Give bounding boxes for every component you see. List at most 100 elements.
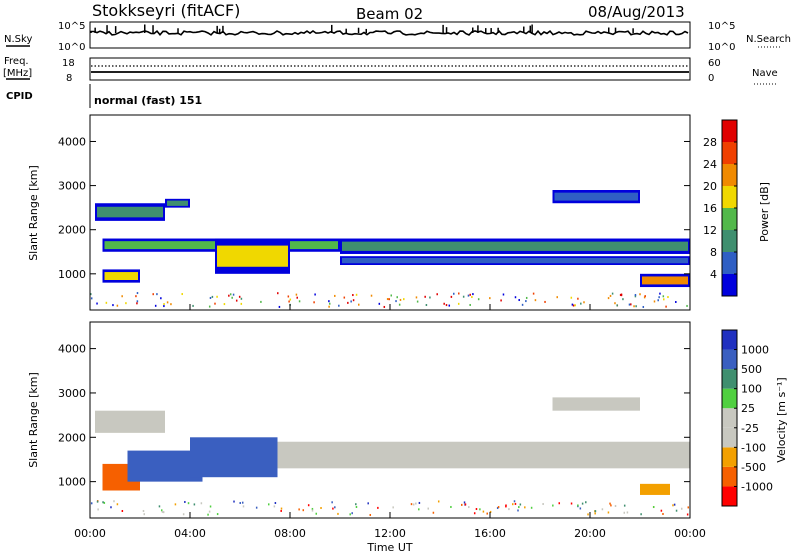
power-speck — [347, 301, 349, 304]
velocity-speck — [102, 501, 104, 504]
power-speck — [90, 293, 92, 296]
power-speck — [532, 292, 535, 295]
velocity-speck — [463, 501, 466, 504]
power-speck — [334, 294, 336, 297]
velocity-speck — [585, 501, 587, 504]
velocity-colorbar-segment — [722, 408, 737, 428]
power-colorbar-tick-label: 20 — [703, 180, 717, 193]
freq-label: Freq. — [4, 56, 29, 67]
velocity-speck — [626, 511, 629, 514]
velocity-colorbar-frame — [721, 329, 738, 507]
power-speck — [116, 304, 119, 307]
power-speck — [378, 302, 381, 305]
velocity-colorbar-tick-label: 500 — [741, 363, 762, 376]
velocity-speck — [200, 502, 203, 505]
power-speck — [611, 292, 614, 295]
nsky-strip-frame — [89, 21, 691, 49]
power-speck — [370, 294, 373, 297]
power-colorbar-segment — [722, 120, 737, 142]
velocity-speck — [162, 511, 165, 514]
power-speck — [228, 294, 230, 297]
power-speck — [350, 300, 352, 303]
velocity-speck — [96, 500, 99, 503]
velocity-speck — [298, 508, 300, 511]
power-speck — [534, 299, 537, 302]
power-speck — [471, 296, 473, 299]
velocity-y-axis-label: Slant Range [km] — [27, 372, 40, 468]
power-speck — [328, 302, 331, 305]
velocity-speck — [418, 501, 421, 504]
power-speck — [467, 294, 470, 297]
power-speck — [398, 303, 401, 306]
power-band-core-3 — [104, 272, 138, 280]
power-speck — [328, 305, 330, 308]
velocity-speck — [182, 513, 185, 516]
velocity-speck — [662, 512, 664, 515]
time-x-tick-label: 08:00 — [274, 527, 306, 540]
time-x-tick-label: 12:00 — [374, 527, 406, 540]
velocity-colorbar-tick-label: -25 — [741, 422, 759, 435]
velocity-speck — [337, 512, 339, 515]
power-colorbar: 4 8 12 16 20 24 28 — [703, 119, 738, 297]
velocity-speck — [479, 508, 481, 511]
velocity-speck — [609, 502, 611, 505]
velocity-colorbar-segment — [722, 388, 737, 409]
nsky-label: N.Sky — [4, 34, 32, 45]
velocity-speck — [216, 513, 219, 516]
power-colorbar-tick-label: 28 — [703, 136, 717, 149]
power-speck — [643, 296, 646, 299]
velocity-speck — [311, 509, 314, 512]
nsky-line — [90, 29, 689, 37]
power-speck — [121, 295, 123, 298]
power-speck — [383, 305, 386, 308]
freq-bottom-tick: 8 — [66, 73, 72, 84]
velocity-speck — [464, 503, 467, 506]
time-x-tick-label: 04:00 — [174, 527, 206, 540]
velocity-colorbar: 1000 500 100 25 -25 -100 -500 -1000 — [721, 329, 773, 507]
velocity-speck — [273, 505, 276, 508]
velocity-speck — [97, 508, 99, 511]
power-speck — [136, 300, 139, 303]
cpid-label: CPID — [6, 91, 33, 102]
power-speck — [525, 296, 528, 299]
velocity-speck — [640, 513, 642, 516]
power-speck — [288, 300, 290, 303]
power-colorbar-tick-label: 4 — [710, 268, 717, 281]
power-band-core-4 — [97, 206, 163, 218]
power-speck — [223, 303, 226, 306]
nsearch-top-tick: 10^5 — [708, 21, 735, 32]
velocity-speck — [209, 505, 212, 508]
date-label: 08/Aug/2013 — [588, 3, 685, 21]
power-y-axis-label: Slant Range [km] — [27, 165, 40, 261]
power-colorbar-tick-label: 24 — [703, 158, 717, 171]
velocity-colorbar-tick-label: 100 — [741, 383, 762, 396]
power-speck — [278, 305, 281, 308]
power-speck — [136, 292, 139, 295]
velocity-speck — [675, 509, 678, 512]
nave-top-tick: 60 — [708, 58, 721, 69]
power-speck — [572, 304, 575, 307]
power-band-core-5 — [167, 200, 188, 206]
power-speck — [667, 296, 669, 299]
power-speck — [260, 300, 262, 303]
power-y-ticks: 1000 2000 3000 4000 — [58, 135, 690, 281]
power-speck — [388, 298, 390, 301]
velocity-speck — [187, 502, 190, 505]
velocity-speck — [174, 503, 177, 506]
power-speck — [416, 300, 419, 303]
velocity-speck — [672, 504, 674, 507]
power-speck — [396, 296, 398, 299]
power-speck — [235, 299, 238, 302]
velocity-band-6 — [640, 483, 670, 495]
power-speck — [289, 298, 292, 301]
velocity-speck — [369, 513, 372, 516]
velocity-speck — [427, 507, 429, 510]
velocity-speck — [594, 510, 597, 513]
power-speck — [156, 293, 158, 296]
velocity-speck — [142, 509, 145, 512]
velocity-speck — [307, 504, 310, 507]
velocity-heatmap — [90, 397, 690, 516]
nsky-trace — [90, 24, 689, 37]
freq-top-tick: 18 — [62, 58, 75, 69]
velocity-speck — [475, 508, 478, 511]
